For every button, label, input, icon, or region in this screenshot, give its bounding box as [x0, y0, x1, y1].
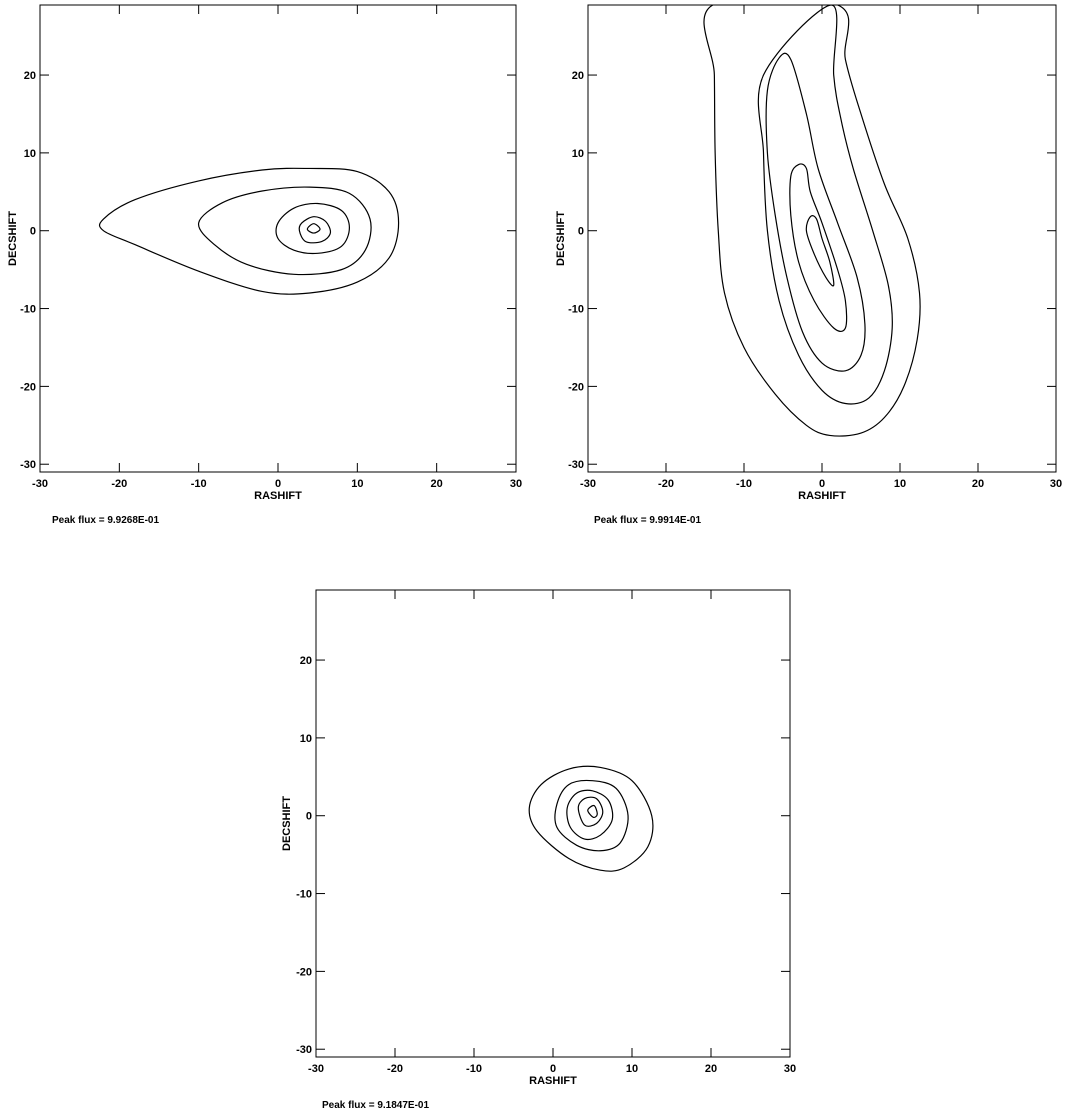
p3-contour-line [554, 779, 629, 852]
p3-contour-group [528, 765, 654, 872]
p1-xtick-label: 10 [351, 478, 363, 490]
p2-contour-line [757, 5, 893, 405]
p2-xtick-label: 20 [972, 478, 984, 490]
p3-xtick-label: -20 [387, 1063, 403, 1075]
p2-contour-line [789, 163, 848, 333]
p2-ytick-label: 0 [578, 226, 584, 238]
p1-xtick-label: 0 [275, 478, 281, 490]
contour-plot-1-svg: -30 -20 -10 0 10 20 30 -30 -20 -10 0 10 20 RASHIFT DEC… [7, 4, 522, 502]
peak-flux-2: Peak flux = 9.9914E-01 [594, 515, 701, 526]
p3-yaxis-label: DECSHIFT [281, 796, 293, 851]
p2-xtick-label: 0 [819, 478, 825, 490]
p3-contour-line [566, 789, 614, 841]
peak-flux-3-label: Peak flux = [322, 1100, 375, 1111]
p3-contour-line [528, 765, 654, 872]
p2-xtick-label: -20 [658, 478, 674, 490]
p2-contour-line [703, 5, 921, 437]
p1-ytick-label: 0 [30, 226, 36, 238]
p3-contour-line [587, 804, 598, 818]
p3-ytick-label: 20 [300, 655, 312, 667]
p2-xtick-label: -30 [580, 478, 596, 490]
p1-ytick-label: -30 [20, 459, 36, 471]
p1-ytick-label: -10 [20, 304, 36, 316]
contour-plot-2: -30 -20 -10 0 10 20 30 -30 -20 -10 0 10 20 RASHIFT DEC… [548, 0, 1067, 510]
p2-xaxis-label: RASHIFT [798, 490, 846, 502]
p2-xtick-label: -10 [736, 478, 752, 490]
contour-plot-1: -30 -20 -10 0 10 20 30 -30 -20 -10 0 10 20 RASHIFT DEC… [0, 0, 530, 510]
p3-xtick-label: 0 [550, 1063, 556, 1075]
p3-ytick-label: -20 [296, 966, 312, 978]
peak-flux-1-label: Peak flux = [52, 515, 105, 526]
peak-flux-3: Peak flux = 9.1847E-01 [322, 1100, 429, 1111]
p3-ytick-label: 10 [300, 733, 312, 745]
p3-xaxis-label: RASHIFT [529, 1075, 577, 1087]
contour-plot-3: -30 -20 -10 0 10 20 30 -30 -20 -10 0 10 20 RASHIFT DEC… [274, 585, 804, 1095]
p1-ytick-label: 20 [24, 70, 36, 82]
peak-flux-1: Peak flux = 9.9268E-01 [52, 515, 159, 526]
p2-yaxis-label: DECSHIFT [555, 211, 567, 266]
p2-contour-line [765, 52, 866, 372]
p1-contour-line [298, 216, 332, 244]
p1-yaxis-label: DECSHIFT [7, 211, 19, 266]
p2-ytick-label: -30 [568, 459, 584, 471]
p1-xtick-label: 20 [431, 478, 443, 490]
peak-flux-2-value: 9.9914E-01 [649, 515, 702, 526]
p1-contour-line [306, 223, 321, 234]
peak-flux-3-value: 9.1847E-01 [377, 1100, 430, 1111]
p2-ytick-label: -10 [568, 304, 584, 316]
p1-contour-line [98, 167, 400, 295]
p2-ytick-label: 10 [572, 148, 584, 160]
p3-plot-frame [315, 589, 791, 1058]
p2-ytick-label: -20 [568, 381, 584, 393]
contour-plot-2-svg: -30 -20 -10 0 10 20 30 -30 -20 -10 0 10 20 RASHIFT DEC… [555, 4, 1062, 502]
p3-xtick-label: -10 [466, 1063, 482, 1075]
p1-xtick-label: 30 [510, 478, 522, 490]
p3-xtick-label: 30 [784, 1063, 796, 1075]
p1-xtick-label: -20 [111, 478, 127, 490]
p1-ytick-label: -20 [20, 381, 36, 393]
peak-flux-1-value: 9.9268E-01 [107, 515, 160, 526]
p3-contour-line [577, 796, 604, 827]
p2-xtick-label: 30 [1050, 478, 1062, 490]
p2-ytick-label: 20 [572, 70, 584, 82]
p3-ytick-label: -30 [296, 1044, 312, 1056]
p1-xtick-label: -10 [191, 478, 207, 490]
p2-contour-group [703, 5, 921, 437]
p1-contour-group [98, 167, 400, 295]
p1-xtick-label: -30 [32, 478, 48, 490]
p3-xtick-label: 20 [705, 1063, 717, 1075]
p2-xtick-label: 10 [894, 478, 906, 490]
p1-contour-line [275, 202, 350, 255]
p2-contour-line [805, 215, 835, 287]
p1-ytick-label: 10 [24, 148, 36, 160]
p3-ytick-label: 0 [306, 811, 312, 823]
p3-ytick-label: -10 [296, 889, 312, 901]
p1-xaxis-label: RASHIFT [254, 490, 302, 502]
contour-plot-3-svg: -30 -20 -10 0 10 20 30 -30 -20 -10 0 10 20 RASHIFT DEC… [281, 589, 796, 1087]
p3-xtick-label: 10 [626, 1063, 638, 1075]
p3-xtick-label: -30 [308, 1063, 324, 1075]
p1-contour-line [198, 186, 372, 276]
peak-flux-2-label: Peak flux = [594, 515, 647, 526]
